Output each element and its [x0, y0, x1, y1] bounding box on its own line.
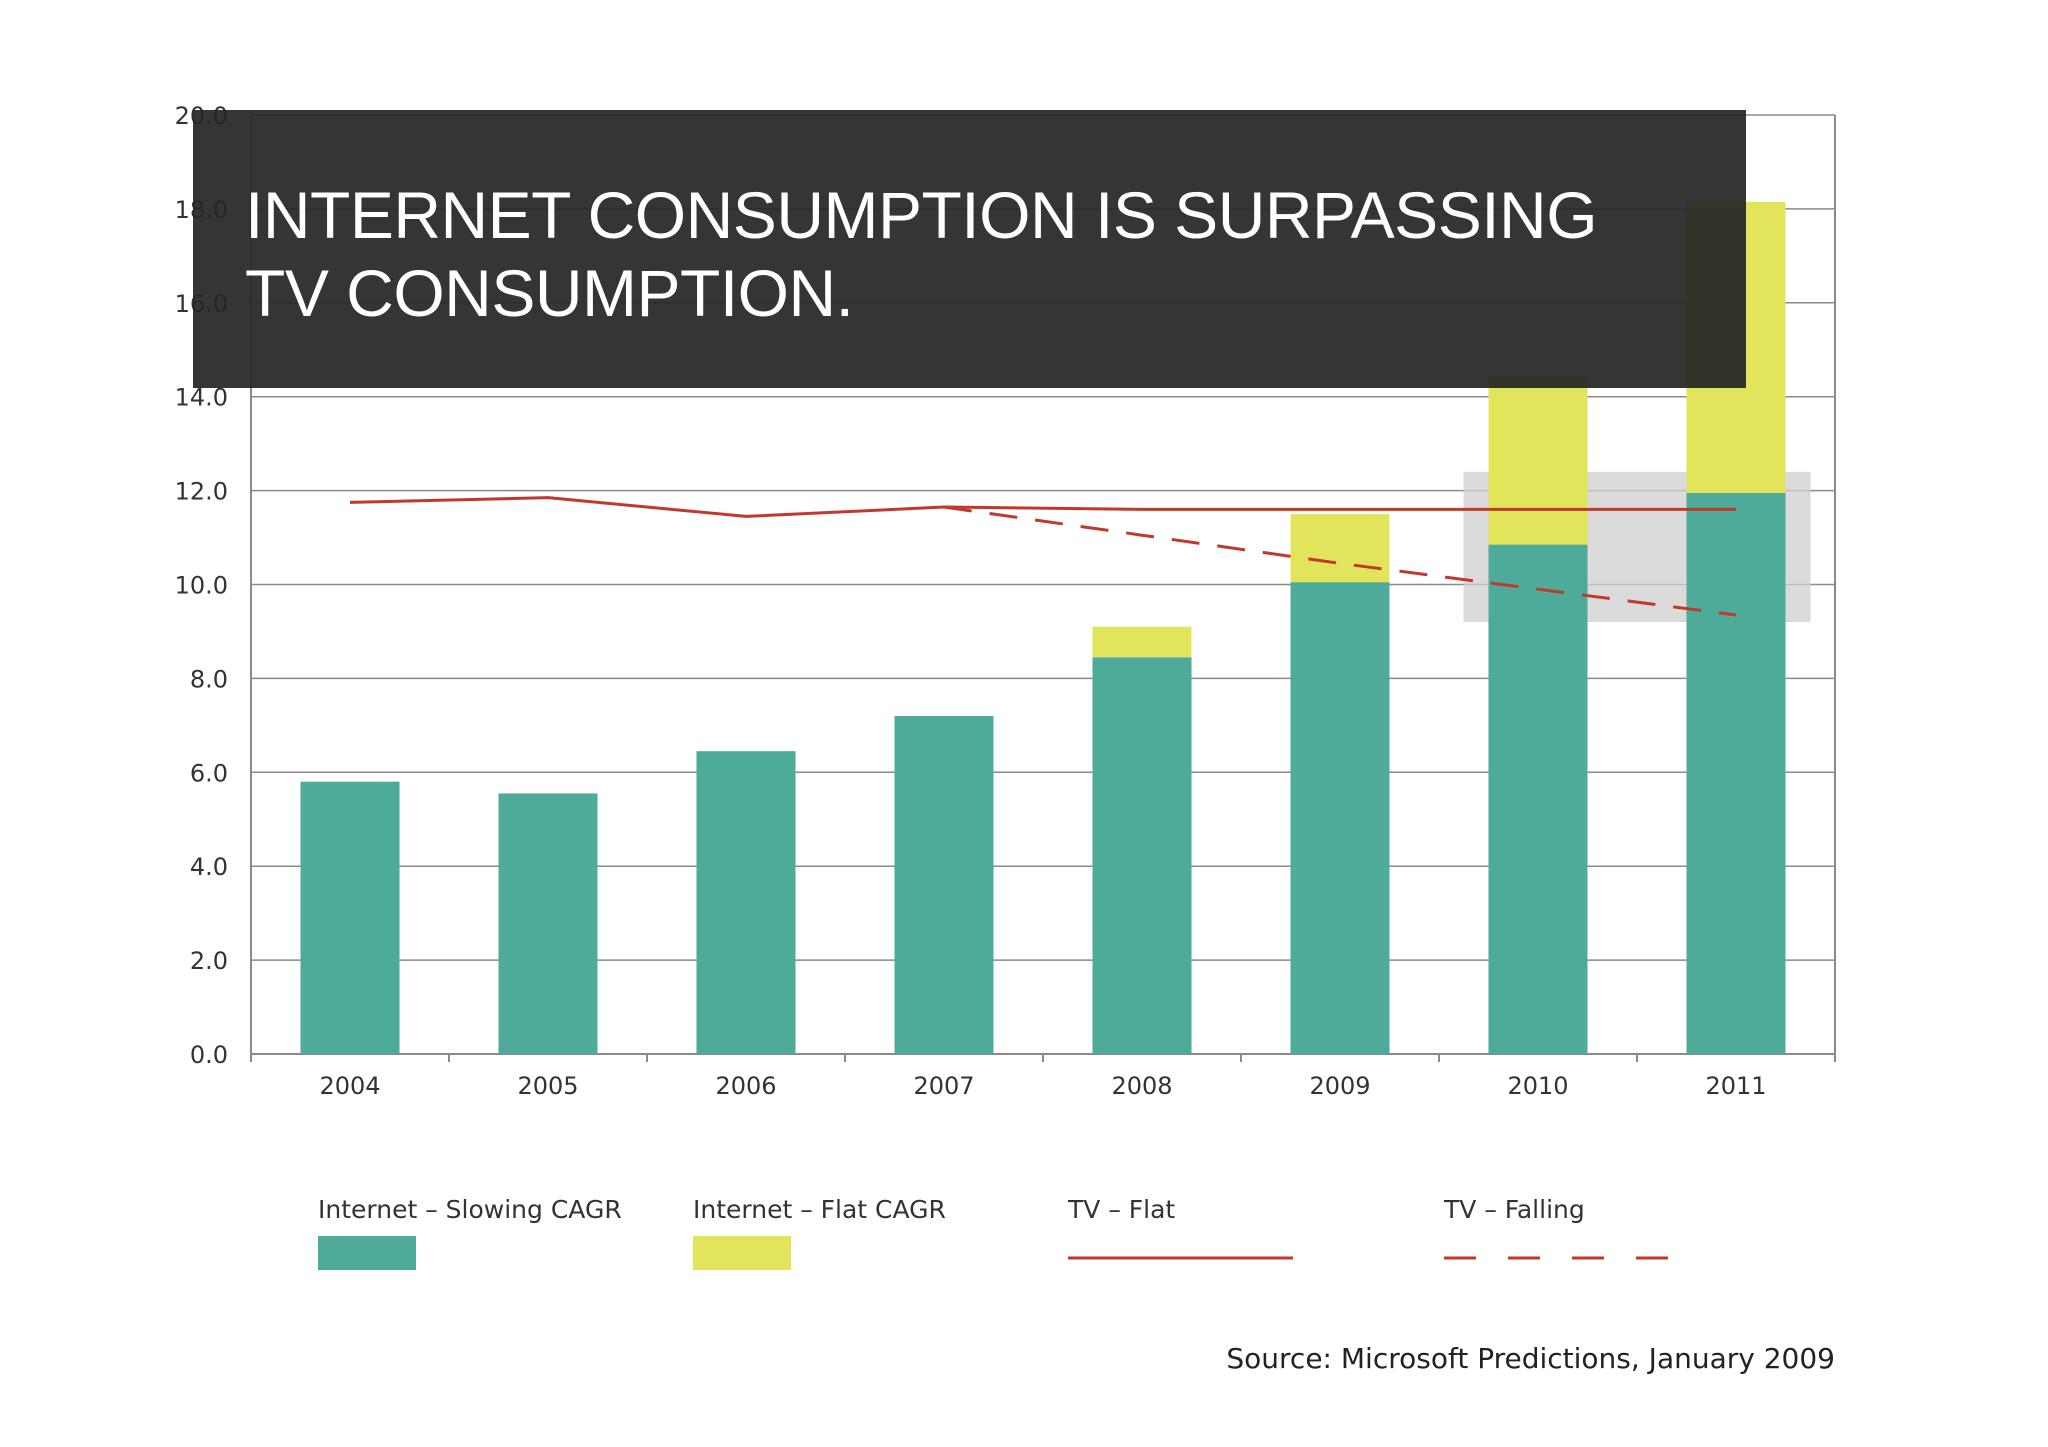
bar-internet-slowing — [1686, 492, 1786, 1054]
line-layer — [349, 496, 1737, 617]
bar-internet-flat — [1488, 375, 1588, 545]
bar-internet-flat — [1092, 626, 1192, 658]
y-tick-label: 8.0 — [190, 665, 228, 693]
x-tick-label: 2007 — [913, 1072, 974, 1100]
x-tick-label: 2004 — [319, 1072, 380, 1100]
legend-label: TV – Flat — [1067, 1195, 1175, 1224]
y-tick-label: 14.0 — [175, 384, 228, 412]
x-tick-label: 2010 — [1507, 1072, 1568, 1100]
bar-internet-slowing — [498, 793, 598, 1054]
bar-layer — [300, 201, 1786, 1054]
x-tick-label: 2011 — [1705, 1072, 1766, 1100]
legend-label: TV – Falling — [1443, 1195, 1585, 1224]
bar-internet-slowing — [300, 781, 400, 1054]
y-tick-label: 0.0 — [190, 1041, 228, 1069]
y-tick-label: 2.0 — [190, 947, 228, 975]
legend-label: Internet – Slowing CAGR — [318, 1195, 622, 1224]
y-tick-label: 4.0 — [190, 853, 228, 881]
y-tick-label: 6.0 — [190, 759, 228, 787]
title-banner: INTERNET CONSUMPTION IS SURPASSING TV CO… — [193, 110, 1746, 388]
bar-internet-slowing — [696, 751, 796, 1054]
y-tick-label: 12.0 — [175, 478, 228, 506]
x-tick-label: 2008 — [1111, 1072, 1172, 1100]
line-tv-falling — [943, 505, 1737, 617]
bar-internet-slowing — [1488, 544, 1588, 1054]
bar-internet-slowing — [1290, 582, 1390, 1054]
y-tick-label: 10.0 — [175, 572, 228, 600]
page-title: INTERNET CONSUMPTION IS SURPASSING TV CO… — [245, 178, 1598, 330]
x-tick-label: 2005 — [517, 1072, 578, 1100]
legend-swatch-internet-slowing — [318, 1236, 416, 1270]
bar-internet-slowing — [1092, 657, 1192, 1054]
x-tick-label: 2006 — [715, 1072, 776, 1100]
legend-label: Internet – Flat CAGR — [693, 1195, 946, 1224]
source-note: Source: Microsoft Predictions, January 2… — [1226, 1342, 1835, 1375]
line-tv-flat — [349, 496, 1736, 518]
bar-internet-flat — [1290, 514, 1390, 583]
bar-internet-slowing — [894, 715, 994, 1054]
x-tick-label: 2009 — [1309, 1072, 1370, 1100]
legend-layer: Internet – Slowing CAGR Internet – Flat C… — [318, 1195, 1669, 1270]
legend-swatch-internet-flat — [693, 1236, 791, 1270]
